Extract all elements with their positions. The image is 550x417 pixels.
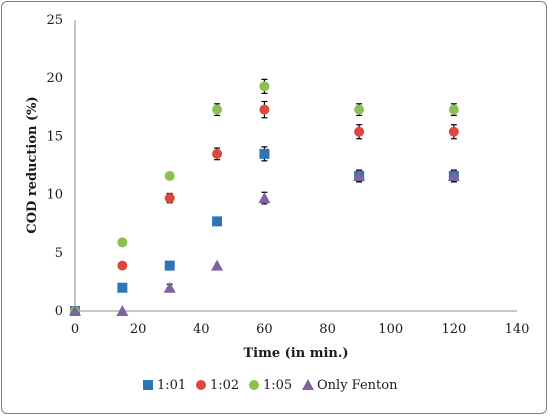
point-s0-p4 <box>259 148 270 159</box>
point-s1-p6 <box>448 126 459 137</box>
point-s2-p1 <box>117 237 128 248</box>
y-tick-label-1: 5 <box>55 246 63 261</box>
tick-labels: 0 20 40 60 80 100 120 140 0 5 10 15 20 25 <box>46 13 529 337</box>
y-tick-label-0: 0 <box>55 304 63 319</box>
x-tick-label-6: 120 <box>441 322 466 337</box>
x-tick-label-3: 60 <box>256 322 273 337</box>
point-s1-p5 <box>354 126 365 137</box>
point-s0-p3 <box>212 216 223 227</box>
point-s1-p3 <box>212 148 223 159</box>
legend-label-1: 1:02 <box>210 378 239 393</box>
point-s3-p2 <box>163 281 176 293</box>
legend-marker-1 <box>196 380 206 390</box>
point-s3-p4 <box>258 192 271 204</box>
x-tick-label-4: 80 <box>319 322 336 337</box>
point-s2-p4 <box>259 81 270 92</box>
point-s3-p1 <box>116 305 129 316</box>
point-s2-p6 <box>448 104 459 115</box>
point-s2-p5 <box>354 104 365 115</box>
legend-label-2: 1:05 <box>263 378 292 393</box>
legend-marker-0 <box>143 380 153 390</box>
point-s0-p1 <box>117 282 128 293</box>
x-tick-label-1: 20 <box>130 322 147 337</box>
legend-label-0: 1:01 <box>157 378 186 393</box>
legend-marker-3 <box>302 379 314 390</box>
point-s2-p3 <box>212 104 223 115</box>
point-s1-p1 <box>117 260 128 271</box>
legend-marker-2 <box>249 380 259 390</box>
data-points <box>69 81 460 316</box>
x-tick-label-7: 140 <box>505 322 530 337</box>
point-s3-p3 <box>211 259 224 271</box>
point-s0-p2 <box>164 260 175 271</box>
x-tick-label-2: 40 <box>193 322 210 337</box>
y-tick-label-3: 15 <box>46 129 63 144</box>
point-s1-p2 <box>164 193 175 204</box>
error-bars <box>166 78 457 292</box>
point-s2-p2 <box>164 170 175 181</box>
point-s1-p4 <box>259 104 270 115</box>
x-axis-title: Time (in min.) <box>243 346 348 361</box>
point-s3-p0 <box>69 305 81 316</box>
x-tick-label-0: 0 <box>71 322 79 337</box>
legend: 1:01 1:02 1:05 Only Fenton <box>143 378 398 393</box>
y-axis-title: COD reduction (%) <box>25 96 40 233</box>
point-s3-p6 <box>447 169 460 181</box>
y-tick-label-2: 10 <box>46 188 63 203</box>
x-tick-label-5: 100 <box>378 322 403 337</box>
point-s3-p5 <box>353 169 366 181</box>
legend-label-3: Only Fenton <box>317 378 398 393</box>
axes <box>74 20 517 312</box>
y-tick-label-4: 20 <box>46 71 63 86</box>
y-tick-label-5: 25 <box>46 13 63 28</box>
